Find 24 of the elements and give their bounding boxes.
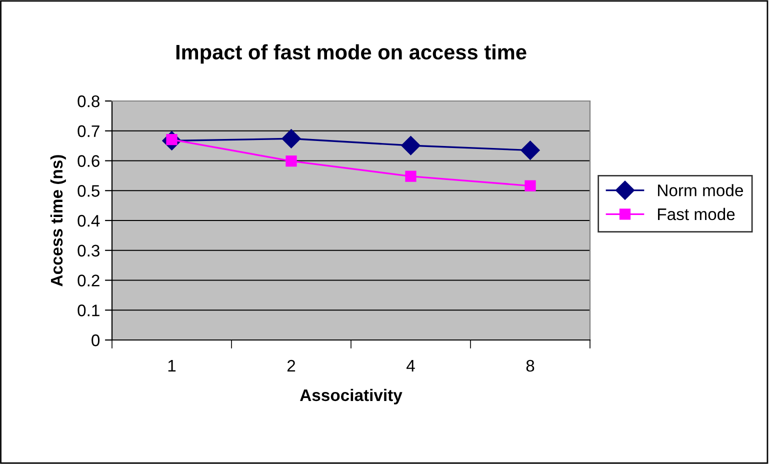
x-tick-label: 2	[287, 360, 296, 372]
x-axis-title: Associativity	[300, 388, 402, 404]
y-tick-label: 0.2	[78, 274, 100, 286]
point	[524, 180, 536, 192]
point	[282, 129, 301, 148]
point	[520, 140, 540, 160]
legend-label: Fast mode	[658, 208, 735, 220]
chart-title: Impact of fast mode on access time	[176, 44, 526, 64]
point	[286, 155, 297, 167]
y-tick-label: 0.3	[78, 244, 100, 257]
point	[405, 170, 416, 182]
x-tick-label: 8	[526, 360, 534, 372]
legend-label: Norm mode	[658, 184, 743, 196]
y-tick-label: 0.8	[78, 95, 100, 108]
y-tick-label: 0.6	[78, 155, 100, 167]
x-tick-label: 1	[168, 360, 176, 372]
y-tick-label: 0.4	[78, 214, 100, 227]
point	[401, 136, 420, 156]
y-tick-label: 0.1	[78, 304, 100, 316]
y-tick-label: 0.5	[78, 185, 100, 197]
y-tick-label: 0	[92, 334, 100, 346]
x-tick-label: 4	[406, 360, 415, 372]
y-axis-title: Access time (ns)	[50, 155, 66, 286]
y-tick-label: 0.7	[78, 125, 100, 138]
